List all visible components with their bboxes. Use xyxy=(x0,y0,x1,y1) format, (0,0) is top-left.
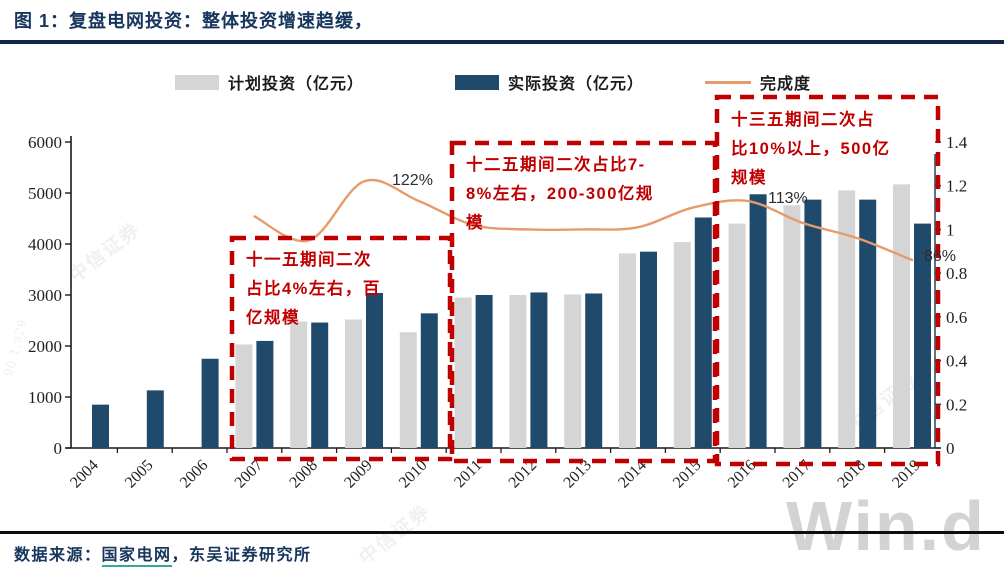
point-label-2019: 86% xyxy=(924,248,957,265)
bar-actual-2004 xyxy=(92,404,109,448)
source-link[interactable]: 国家电网 xyxy=(101,547,172,567)
callout-box-3 xyxy=(714,94,941,467)
callout-text-3: 十三五期间二次占 比10%以上，500亿 规模 xyxy=(731,111,891,187)
left-axis-tick-label: 6000 xyxy=(28,133,62,152)
left-axis-tick-label: 0 xyxy=(54,439,63,458)
bar-actual-2005 xyxy=(146,390,164,448)
legend-label-actual: 实际投资（亿元） xyxy=(508,76,645,93)
legend-label-completion: 完成度 xyxy=(760,76,812,93)
bar-actual-2019 xyxy=(914,223,931,448)
bar-plan-2016 xyxy=(728,223,746,448)
point-label-2016: 113% xyxy=(768,190,808,207)
plan-swatch-icon xyxy=(175,74,219,90)
figure-title: 图 1：复盘电网投资：整体投资增速趋缓， xyxy=(14,11,374,31)
actual-swatch-icon xyxy=(455,74,499,90)
source-suffix: ，东吴证券研究所 xyxy=(171,547,312,564)
bottom-rule xyxy=(0,531,1004,534)
right-axis-tick-label: 0.6 xyxy=(946,308,967,327)
wind-watermark: Win.d xyxy=(786,487,986,565)
source-prefix: 数据来源： xyxy=(14,547,102,564)
legend-item-actual: 实际投资（亿元） xyxy=(455,70,644,94)
completion-line xyxy=(253,178,914,262)
bar-actual-2012 xyxy=(530,292,548,448)
bar-actual-2016 xyxy=(749,194,767,448)
x-axis-year-label: 2010 xyxy=(396,457,431,492)
x-axis-year-label: 2007 xyxy=(232,457,267,492)
bar-plan-2013 xyxy=(564,294,582,448)
completion-line-group xyxy=(253,178,914,262)
right-axis-tick-label: 1.2 xyxy=(946,177,967,196)
left-axis-tick-label: 1000 xyxy=(28,388,62,407)
bar-plan-2014 xyxy=(619,253,636,448)
legend-item-completion: 完成度 xyxy=(705,70,811,94)
bar-actual-2018 xyxy=(859,199,877,448)
bar-actual-2007 xyxy=(256,340,274,448)
completion-line-swatch-icon xyxy=(705,80,751,84)
left-axis-tick-label: 4000 xyxy=(28,235,62,254)
callout-boxes-group xyxy=(229,94,941,467)
bar-plan-2007 xyxy=(235,344,253,448)
left-axis-tick-label: 3000 xyxy=(28,286,62,305)
bar-plan-2012 xyxy=(509,295,527,448)
right-axis-tick-label: 0.8 xyxy=(946,264,967,283)
callout-text-2: 十二五期间二次占比7- 8%左右，200-300亿规模 xyxy=(466,156,654,232)
bar-actual-2008 xyxy=(311,322,329,448)
x-axis-year-label: 2005 xyxy=(122,457,157,492)
callout-text-1: 十一五期间二次 占比4%左右，百 亿规模 xyxy=(246,251,381,327)
bar-plan-2018 xyxy=(838,190,856,448)
right-axis-tick-label: 1 xyxy=(946,220,955,239)
data-source: 数据来源：国家电网，东吴证券研究所 xyxy=(14,541,312,567)
bar-actual-2013 xyxy=(585,293,603,448)
bar-actual-2009 xyxy=(366,292,383,448)
right-axis-tick-label: 0 xyxy=(946,439,955,458)
right-axis-tick-label: 1.4 xyxy=(946,133,968,152)
point-label-2009: 122% xyxy=(392,172,433,189)
legend-label-plan: 计划投资（亿元） xyxy=(228,76,365,93)
bar-plan-2015 xyxy=(673,241,691,448)
bar-plan-2010 xyxy=(399,332,417,448)
bar-plan-2019 xyxy=(893,184,910,448)
bar-actual-2006 xyxy=(201,358,219,448)
x-axis-year-label: 2006 xyxy=(177,457,212,492)
left-axis-tick-label: 5000 xyxy=(28,184,62,203)
legend-item-plan: 计划投资（亿元） xyxy=(175,70,364,94)
bar-actual-2014 xyxy=(640,251,657,448)
bar-actual-2011 xyxy=(475,295,493,448)
bar-plan-2009 xyxy=(345,319,362,448)
bars-group xyxy=(92,184,931,448)
x-axis-year-label: 2004 xyxy=(67,457,102,492)
x-axis-year-label: 2008 xyxy=(286,457,321,492)
bar-actual-2010 xyxy=(420,313,438,448)
right-axis-tick-label: 0.2 xyxy=(946,395,967,414)
right-axis-tick-label: 0.4 xyxy=(946,352,968,371)
bar-plan-2011 xyxy=(454,297,472,448)
bar-actual-2017 xyxy=(804,199,822,448)
bar-actual-2015 xyxy=(694,217,712,448)
title-rule xyxy=(0,40,1004,44)
bar-plan-2008 xyxy=(290,321,308,448)
bar-plan-2017 xyxy=(783,205,801,448)
left-axis-tick-label: 2000 xyxy=(28,337,62,356)
x-axis-year-label: 2009 xyxy=(341,457,376,492)
